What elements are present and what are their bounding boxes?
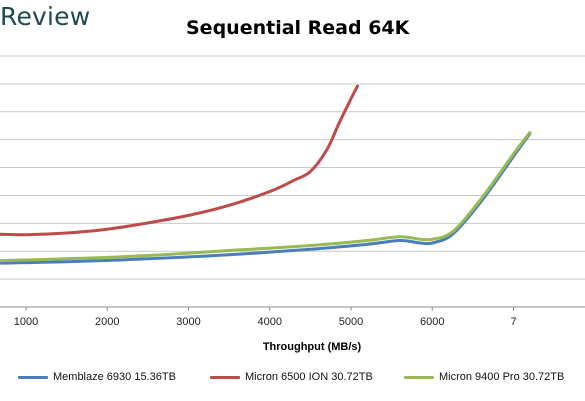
legend-label: Micron 9400 Pro 30.72TB [439,371,565,383]
legend-item-micron-9400: Micron 9400 Pro 30.72TB [404,371,564,383]
chart-title: Sequential Read 64K [186,17,410,39]
legend-label: Memblaze 6930 15.36TB [53,371,176,383]
brand-wordmark: Review [0,2,91,31]
series-line-2 [0,131,532,263]
legend-swatch [18,375,48,379]
legend-label: Micron 6500 ION 30.72TB [245,371,373,383]
x-tick-label: 4000 [258,316,282,328]
x-tick-label: 2000 [95,316,119,328]
x-tick-label: 3000 [176,316,200,328]
series-lines [0,84,532,265]
legend-swatch [404,375,434,379]
legend-item-memblaze: Memblaze 6930 15.36TB [18,371,176,383]
x-tick-label: 7 [510,316,516,328]
legend: Memblaze 6930 15.36TB Micron 6500 ION 30… [0,371,585,391]
grid-lines [0,55,585,308]
x-tick-label: 5000 [339,316,363,328]
x-tick-label: 6000 [420,316,444,328]
x-axis: 1000 2000 3000 4000 5000 6000 7 [14,307,517,328]
x-tick-label: 1000 [14,316,38,328]
series-line-1 [0,84,359,237]
x-axis-label: Throughput (MB/s) [263,341,362,353]
legend-swatch [210,375,240,379]
series-line-0 [0,132,532,265]
legend-item-micron-6500: Micron 6500 ION 30.72TB [210,371,373,383]
